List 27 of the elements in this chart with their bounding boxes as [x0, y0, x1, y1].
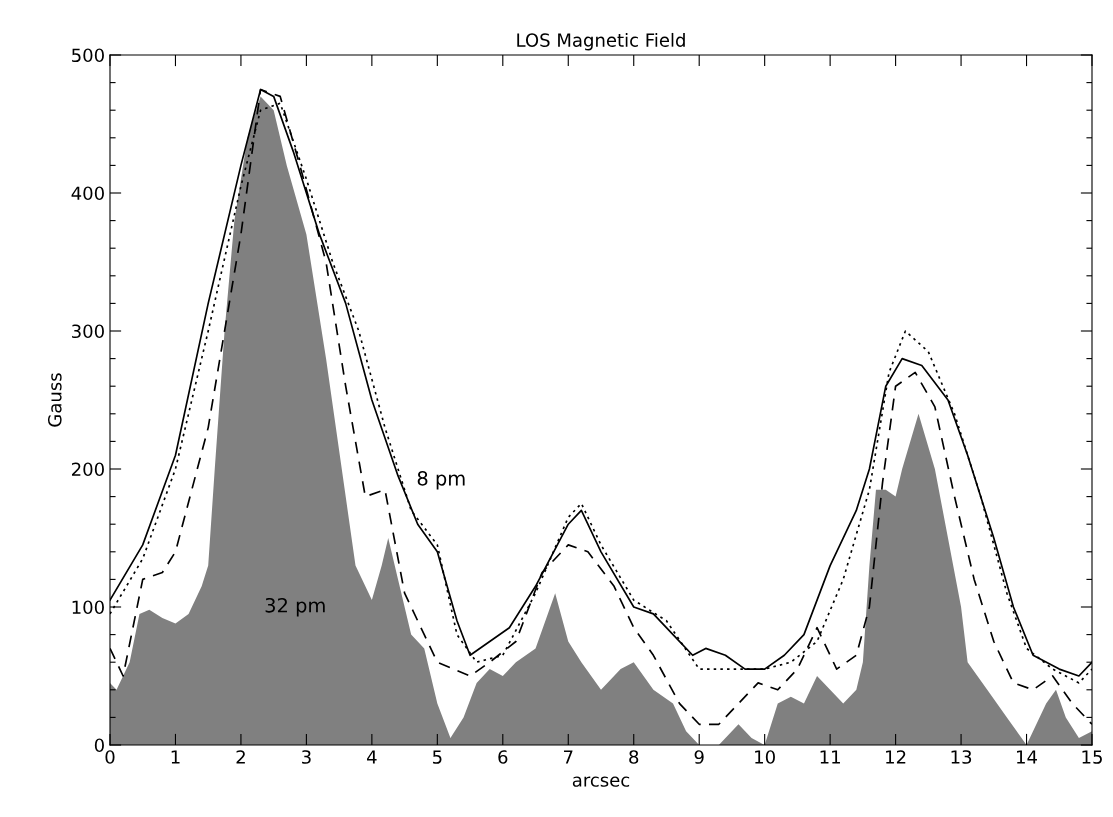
x-tick-label: 11 [820, 750, 840, 764]
y-tick-label: 100 [72, 600, 104, 615]
y-tick-label: 500 [72, 48, 104, 63]
y-tick-label: 200 [72, 462, 104, 477]
x-tick-label: 14 [1017, 750, 1038, 764]
y-tick-label: 0 [94, 738, 104, 753]
x-tick-label: 9 [694, 750, 704, 764]
annotation: 8 pm [417, 470, 465, 490]
x-tick-label: 2 [236, 750, 245, 764]
x-tick-label: 12 [886, 750, 906, 764]
chart-title: LOS Magnetic Field [517, 32, 685, 51]
y-tick-label: 300 [72, 324, 104, 339]
x-tick-label: 7 [564, 750, 573, 764]
x-tick-label: 15 [1082, 750, 1102, 764]
x-tick-label: 0 [105, 750, 115, 764]
y-axis-title: Gauss [47, 373, 62, 427]
x-tick-label: 13 [951, 750, 972, 764]
x-axis-title: arcsec [572, 776, 630, 787]
x-tick-label: 8 [629, 750, 639, 764]
y-tick-label: 400 [71, 186, 104, 201]
x-tick-label: 4 [367, 750, 377, 764]
x-tick-label: 5 [432, 750, 442, 764]
x-tick-label: 3 [302, 750, 311, 764]
x-tick-label: 6 [498, 750, 508, 764]
annotation: 32 pm [265, 597, 325, 617]
x-tick-label: 10 [755, 750, 775, 764]
x-tick-label: 1 [171, 750, 180, 764]
